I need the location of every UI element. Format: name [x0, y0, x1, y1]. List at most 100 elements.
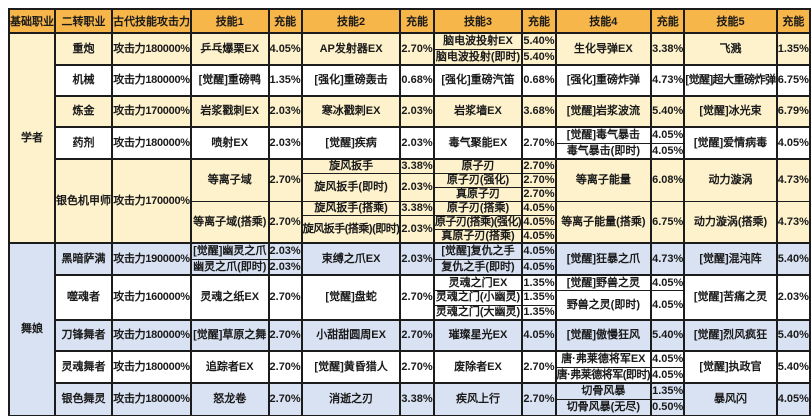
skill-name-cell: 喷射EX	[190, 126, 270, 160]
skill-name-cell: 原子刃(强化)	[432, 172, 524, 188]
skill-name-cell: 动力漩涡(搭乘)	[683, 200, 778, 244]
skill-name-cell: [觉醒]复仇之手	[432, 242, 524, 260]
charge-value-cell: 3.68%	[521, 95, 557, 128]
charge-value-cell: 5.40%	[521, 48, 557, 66]
attack-power-cell: 攻击力180000%	[111, 126, 192, 160]
skill-name-cell: 消逝之刃	[300, 382, 402, 416]
skill-name-cell: 唐·弗莱德将军(即时)	[554, 366, 653, 384]
charge-value-cell: 5.40%	[775, 319, 811, 352]
skill-name-cell: [觉醒]苦痛之灵	[683, 274, 778, 321]
skill-name-cell: [觉醒]混沌阵	[683, 242, 778, 276]
skill-name-cell: AP发射器EX	[300, 32, 402, 66]
column-header: 技能5	[683, 8, 778, 34]
column-header: 古代技能攻击力	[111, 8, 192, 34]
charge-value-cell: 4.05%	[650, 289, 686, 321]
charge-value-cell: 4.73%	[650, 242, 686, 276]
charge-value-cell: 5.40%	[650, 95, 686, 128]
skill-name-cell: 等离子域(搭乘)	[190, 200, 270, 244]
attack-power-cell: 攻击力180000%	[111, 64, 192, 97]
attack-power-cell: 攻击力180000%	[111, 382, 192, 416]
skill-name-cell: 真原子刃(搭乘)	[432, 228, 524, 244]
skill-name-cell: [觉醒]执政官	[683, 350, 778, 384]
charge-value-cell: 4.05%	[521, 214, 557, 230]
class-name-cell: 银色机甲师	[54, 158, 113, 244]
skill-name-cell: [觉醒]冰光束	[683, 95, 778, 128]
skill-name-cell: 原子刃(搭乘)	[432, 200, 524, 216]
skill-name-cell: 追踪者EX	[190, 350, 270, 384]
charge-value-cell: 2.70%	[267, 200, 303, 244]
skill-name-cell: [觉醒]草原之舞	[190, 319, 270, 352]
charge-value-cell: 4.05%	[650, 142, 686, 160]
charge-value-cell: 2.70%	[521, 350, 557, 384]
skill-name-cell: [觉醒]烈风疯狂	[683, 319, 778, 352]
charge-value-cell: 2.70%	[399, 319, 435, 352]
column-header: 技能1	[190, 8, 270, 34]
skill-name-cell: 疾风上行	[432, 382, 524, 416]
skill-name-cell: 真原子刃	[432, 186, 524, 202]
charge-value-cell: 2.70%	[521, 382, 557, 416]
skill-name-cell: 切骨风暴	[554, 382, 653, 400]
skill-name-cell: 束缚之爪EX	[300, 242, 402, 276]
skill-name-cell: 等离子域	[190, 158, 270, 202]
skill-name-cell: 旋风扳手(搭乘)(即时)	[300, 214, 402, 244]
skill-name-cell: 灵魂之纸EX	[190, 274, 270, 321]
column-header: 充能	[399, 8, 435, 34]
charge-value-cell: 0.68%	[521, 64, 557, 97]
base-class-cell: 舞娘	[8, 242, 56, 416]
class-name-cell: 药剂	[54, 126, 113, 160]
skill-name-cell: 乒乓爆栗EX	[190, 32, 270, 66]
skill-name-cell: 暴风闪	[683, 382, 778, 416]
charge-value-cell: 2.70%	[521, 186, 557, 202]
column-header: 技能4	[554, 8, 653, 34]
charge-value-cell: 4.05%	[650, 274, 686, 291]
skill-name-cell: [觉醒]盘蛇	[300, 274, 402, 321]
attack-power-cell: 攻击力160000%	[111, 274, 192, 321]
charge-value-cell: 4.05%	[521, 319, 557, 352]
skill-name-cell: 毒气聚能EX	[432, 126, 524, 160]
skill-name-cell: [觉醒]超大重磅炸弹	[683, 64, 778, 97]
charge-value-cell: 1.35%	[267, 64, 303, 97]
charge-value-cell: 5.40%	[521, 32, 557, 50]
table-body: 学者 重炮 攻击力180000% 乒乓爆栗EX 4.05% AP发射器EX 2.70% 脑电波…	[8, 32, 811, 416]
charge-value-cell: 1.35%	[521, 289, 557, 306]
class-name-cell: 灵魂舞者	[54, 350, 113, 384]
skill-name-cell: 毒气暴击(即时)	[554, 142, 653, 160]
skill-name-cell: 璀璨星光EX	[432, 319, 524, 352]
charge-value-cell: 1.35%	[521, 274, 557, 291]
column-header: 技能2	[300, 8, 402, 34]
charge-value-cell: 4.05%	[650, 350, 686, 368]
skill-name-cell: 唐·弗莱德将军EX	[554, 350, 653, 368]
column-header: 充能	[521, 8, 557, 34]
skill-name-cell: 等离子能量(搭乘)	[554, 200, 653, 244]
charge-value-cell: 4.05%	[775, 382, 811, 416]
skill-name-cell: 怒龙卷	[190, 382, 270, 416]
charge-value-cell: 6.08%	[650, 158, 686, 202]
class-name-cell: 炼金	[54, 95, 113, 128]
column-header: 充能	[650, 8, 686, 34]
charge-value-cell: 4.05%	[650, 366, 686, 384]
charge-value-cell: 1.35%	[650, 382, 686, 400]
charge-value-cell: 6.75%	[775, 64, 811, 97]
skill-name-cell: [觉醒]毒气暴击	[554, 126, 653, 144]
charge-value-cell: 2.03%	[267, 258, 303, 276]
class-name-cell: 银色舞灵	[54, 382, 113, 416]
charge-value-cell: 6.75%	[650, 200, 686, 244]
skill-name-cell: [觉醒]爱情病毒	[683, 126, 778, 160]
class-name-cell: 重炮	[54, 32, 113, 66]
charge-value-cell: 2.03%	[399, 214, 435, 244]
skill-name-cell: 岩浆戳刺EX	[190, 95, 270, 128]
skill-name-cell: 原子刃	[432, 158, 524, 174]
charge-value-cell: 2.03%	[267, 242, 303, 260]
skill-name-cell: [觉醒]疾病	[300, 126, 402, 160]
charge-value-cell: 3.38%	[399, 382, 435, 416]
charge-value-cell: 5.40%	[775, 350, 811, 384]
charge-value-cell: 4.05%	[521, 258, 557, 276]
charge-value-cell: 5.40%	[650, 319, 686, 352]
charge-value-cell: 5.40%	[775, 242, 811, 276]
skill-name-cell: [强化]重磅汽笛	[432, 64, 524, 97]
charge-value-cell: 2.70%	[521, 126, 557, 160]
charge-value-cell: 1.35%	[521, 304, 557, 321]
skill-name-cell: [觉醒]幽灵之爪	[190, 242, 270, 260]
skill-name-cell: 灵魂之门(大幽灵)	[432, 304, 524, 321]
charge-value-cell: 3.38%	[399, 200, 435, 216]
